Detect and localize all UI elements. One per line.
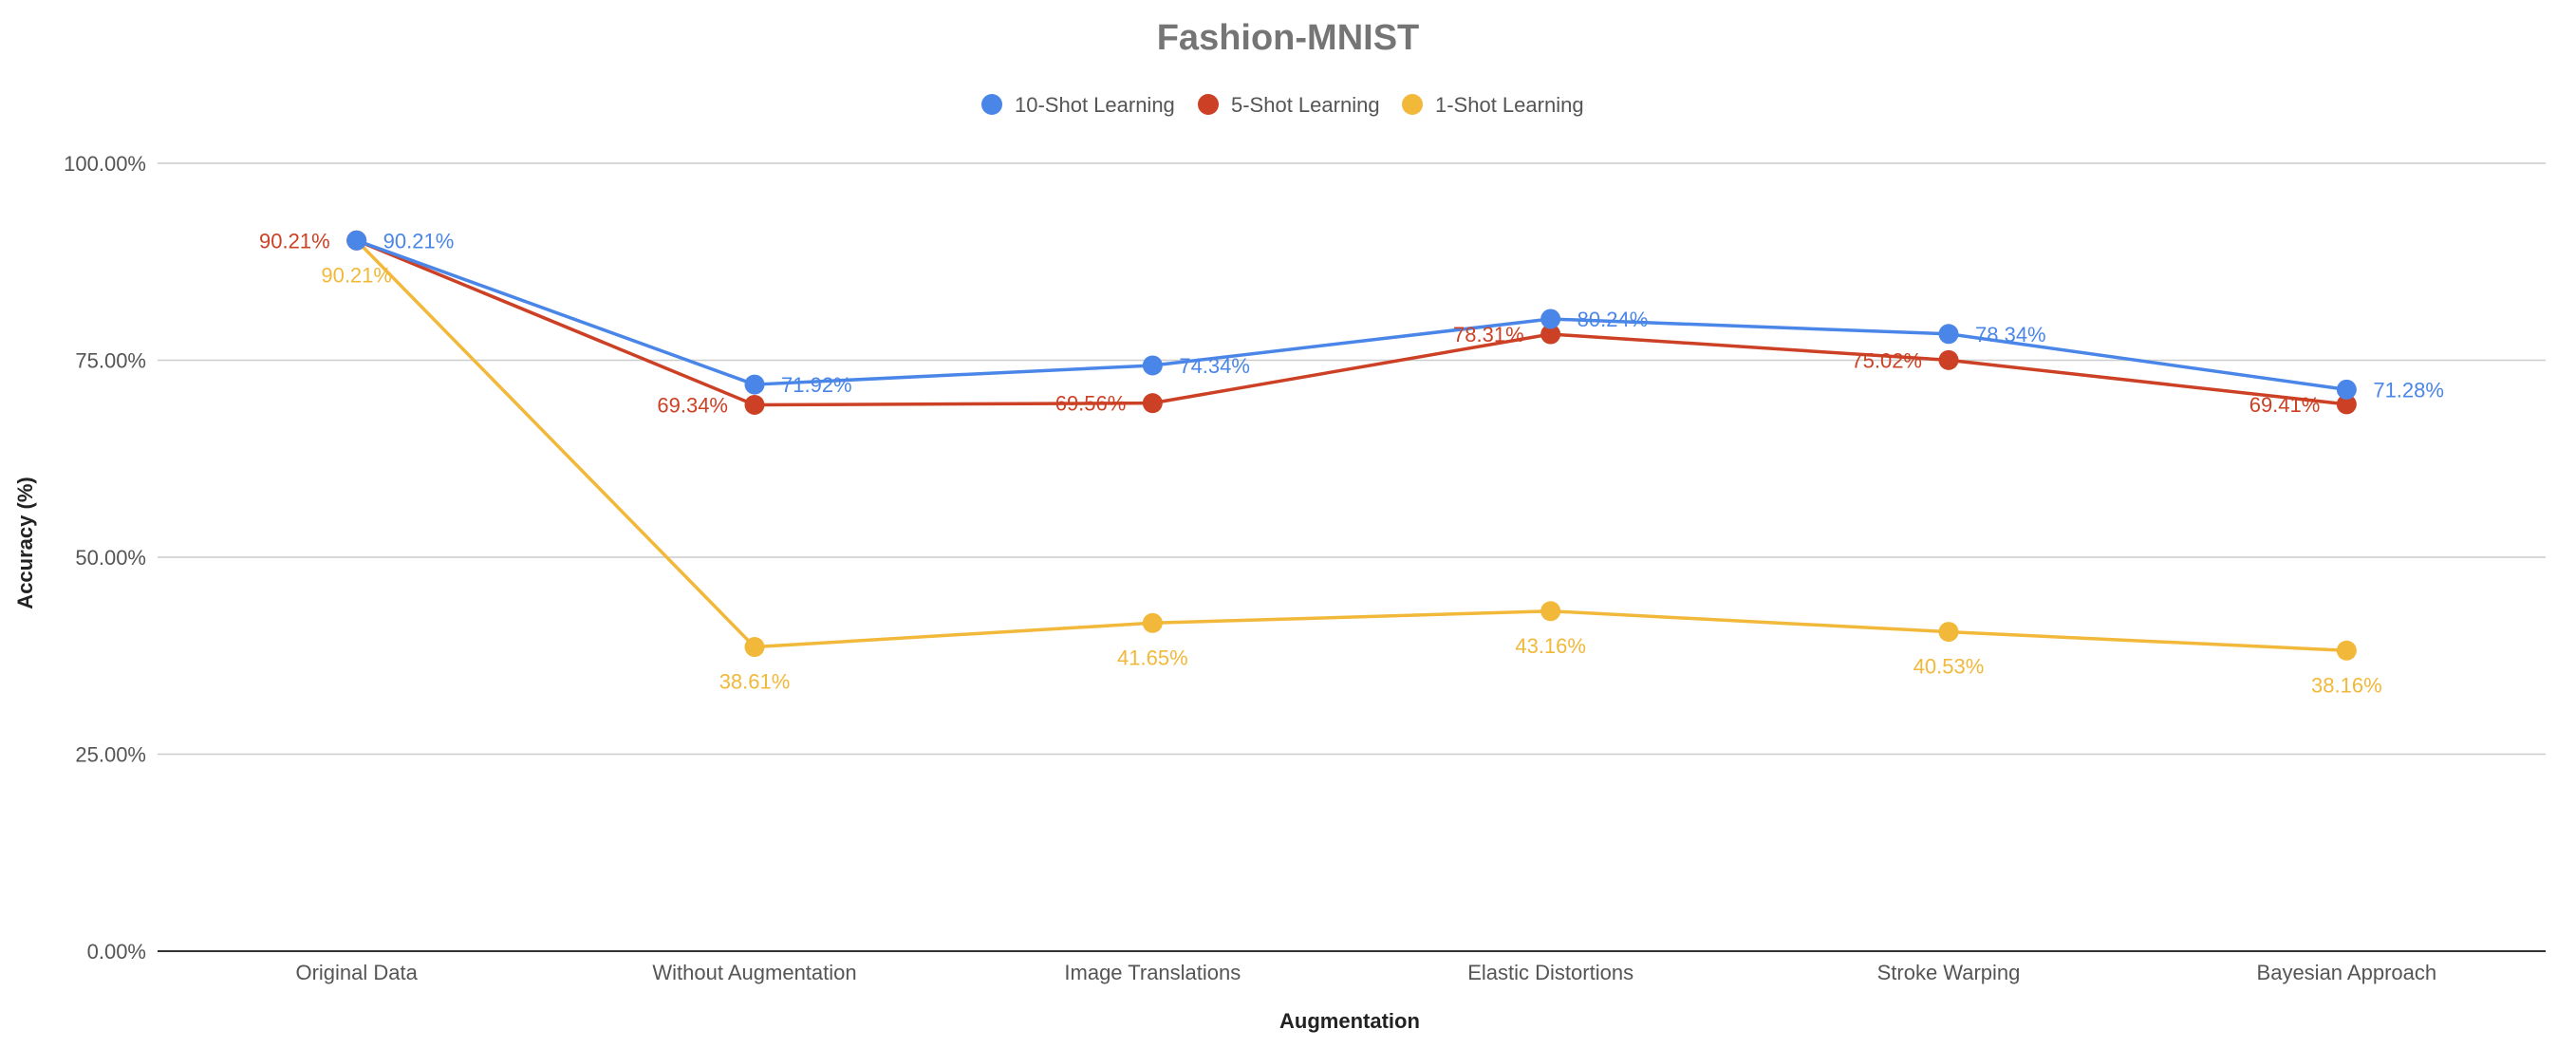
data-label: 69.34% <box>657 393 728 417</box>
series-layer <box>346 230 2357 661</box>
y-tick-label: 100.00% <box>64 152 146 176</box>
data-point <box>744 394 765 415</box>
x-tick-label: Elastic Distortions <box>1467 961 1633 984</box>
data-point <box>346 230 367 251</box>
series-line <box>355 239 2347 653</box>
legend-label: 10-Shot Learning <box>1015 93 1175 117</box>
x-tick-label: Without Augmentation <box>652 961 856 984</box>
data-label: 78.34% <box>1975 323 2046 346</box>
x-tick-label: Original Data <box>295 961 418 984</box>
data-point <box>1938 349 1959 370</box>
x-tick-label: Stroke Warping <box>1877 961 2021 984</box>
data-point <box>1540 601 1561 622</box>
data-label: 69.56% <box>1055 392 1127 416</box>
data-label: 69.41% <box>2249 393 2321 417</box>
data-point <box>2336 640 2357 661</box>
data-point <box>1142 612 1163 633</box>
data-label: 75.02% <box>1851 348 1922 372</box>
data-label: 43.16% <box>1515 634 1586 658</box>
y-tick-label: 0.00% <box>87 940 146 964</box>
data-point <box>1540 309 1561 329</box>
data-labels: 90.21% 71.92% 74.34% 80.24% 78.34% 71.28% 90.2… <box>259 229 2444 697</box>
y-tick-label: 25.00% <box>75 743 146 767</box>
data-point <box>1142 355 1163 376</box>
y-axis-ticks: 0.00% 25.00% 50.00% 75.00% 100.00% <box>64 152 146 964</box>
series-line <box>356 238 2347 392</box>
data-point <box>744 374 765 395</box>
legend-marker <box>981 94 1002 115</box>
data-point <box>744 637 765 658</box>
data-point <box>2336 394 2357 415</box>
gridlines <box>158 162 2546 952</box>
data-point <box>1938 324 1959 345</box>
data-label: 71.28% <box>2373 378 2444 402</box>
legend-label: 5-Shot Learning <box>1231 93 1380 117</box>
x-tick-label: Bayesian Approach <box>2257 961 2437 984</box>
data-label: 41.65% <box>1117 646 1188 669</box>
data-label: 38.16% <box>2311 673 2382 697</box>
data-label: 90.21% <box>321 263 392 287</box>
data-point <box>1938 622 1959 643</box>
data-label: 90.21% <box>383 229 455 253</box>
chart-title: Fashion-MNIST <box>1157 18 1420 58</box>
data-label: 90.21% <box>259 229 330 253</box>
x-axis-ticks: Original Data Without Augmentation Image T… <box>295 961 2436 984</box>
data-label: 38.61% <box>719 670 791 694</box>
legend-label: 1-Shot Learning <box>1435 93 1584 117</box>
y-tick-label: 75.00% <box>75 349 146 373</box>
legend-marker <box>1402 94 1423 115</box>
data-label: 40.53% <box>1913 655 1985 679</box>
data-label: 74.34% <box>1179 354 1250 378</box>
y-tick-label: 50.00% <box>75 546 146 570</box>
data-point <box>2336 379 2357 400</box>
x-tick-label: Image Translations <box>1064 961 1241 984</box>
series-line <box>355 238 2347 407</box>
data-label: 71.92% <box>781 373 852 397</box>
data-label: 80.24% <box>1577 308 1649 331</box>
data-point <box>1540 324 1561 345</box>
y-axis-title: Accuracy (%) <box>13 477 37 608</box>
legend: 10-Shot Learning 5-Shot Learning 1-Shot Le… <box>981 93 1584 117</box>
x-axis-title: Augmentation <box>1279 1009 1420 1033</box>
data-point <box>1142 393 1163 414</box>
data-label: 78.31% <box>1453 323 1524 346</box>
legend-marker <box>1198 94 1219 115</box>
